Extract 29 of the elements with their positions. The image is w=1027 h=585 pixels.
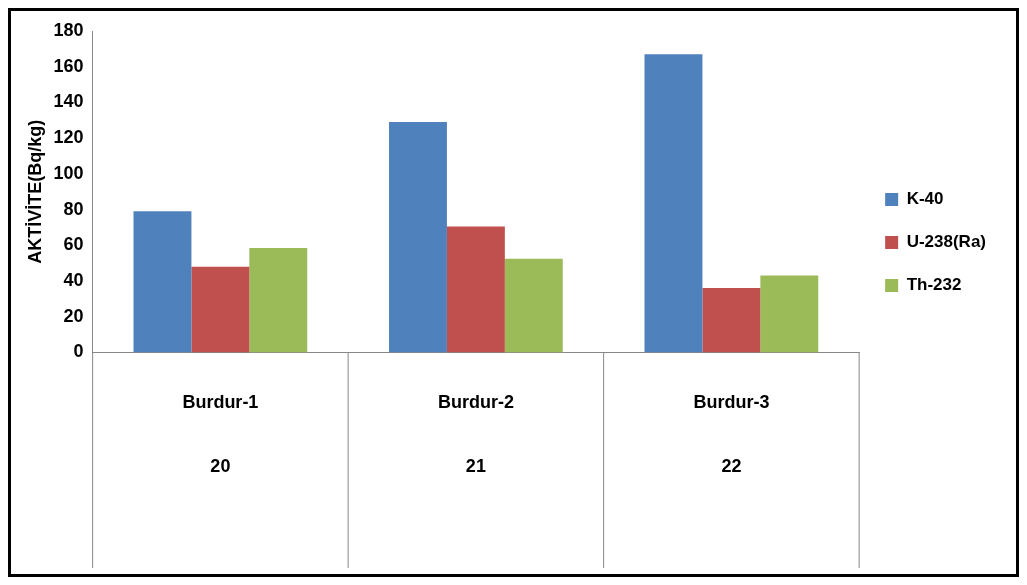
y-tick-label: 100 — [53, 162, 84, 183]
y-tick-label: 60 — [63, 234, 84, 255]
y-tick-label: 40 — [63, 269, 84, 290]
bar — [389, 122, 447, 353]
bar — [191, 266, 250, 353]
y-tick-label: 0 — [73, 341, 84, 362]
x-tick-label: Burdur-2 — [437, 392, 514, 413]
bar — [133, 211, 192, 353]
text: 20 — [210, 456, 231, 477]
text: 22 — [721, 456, 742, 477]
y-tick-label: 160 — [53, 55, 84, 76]
bar — [249, 247, 308, 353]
bar — [504, 258, 563, 353]
legend-label: K-40 — [906, 189, 944, 209]
bar — [446, 226, 505, 353]
y-tick-label: 20 — [63, 305, 84, 326]
y-tick-label: 140 — [53, 91, 84, 112]
y-tick-label: 120 — [53, 127, 84, 148]
x-tick-label: Burdur-3 — [693, 392, 770, 413]
bar — [760, 275, 819, 353]
legend-label: Th-232 — [906, 275, 962, 295]
y-axis-title: AKTİVİTE(Bq/kg) — [24, 119, 45, 264]
bar — [702, 288, 761, 353]
text: 21 — [465, 456, 486, 477]
y-tick-label: 180 — [53, 19, 84, 40]
y-tick-label: 80 — [63, 198, 84, 219]
legend-label: U-238(Ra) — [906, 232, 986, 252]
bar — [644, 54, 703, 353]
x-tick-label: Burdur-1 — [182, 392, 259, 413]
